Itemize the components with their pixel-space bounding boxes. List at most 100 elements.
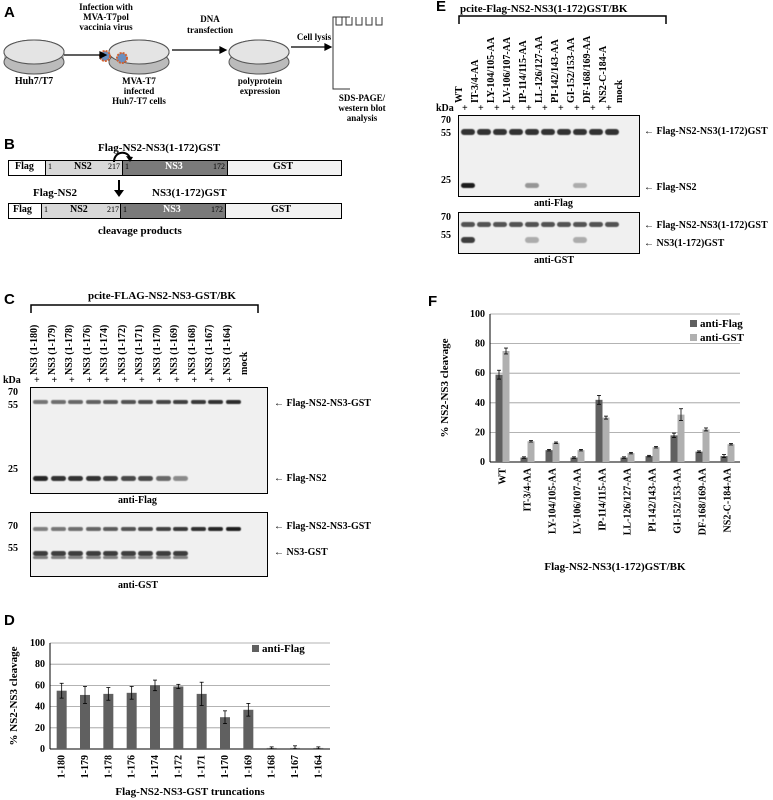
y-tick-label: 20 [35,723,45,734]
c-precursor-band [173,400,188,404]
ns3-label: NS3 [165,161,183,172]
c-precursor-band [120,400,136,404]
c-ns2-band [138,476,153,481]
c-ns3gst-band [173,556,188,559]
bar-anti-Flag [495,374,503,462]
panel-letter-b: B [4,136,15,153]
c-precursor-band [50,400,66,404]
bar-anti-GST [602,417,610,462]
c-ns2-band [50,476,66,481]
c-ns3gst-band [85,551,101,556]
dish-2-label: MVA-T7 infected Huh7-T7 cells [112,76,166,106]
c-ns3gst-band [138,556,153,559]
x-tick-label: 1-167 [290,755,301,778]
bar-anti-Flag [173,686,184,749]
bar-anti-Flag [80,694,90,749]
bar-anti-GST [677,414,685,462]
panel-e-plus-sign: + [462,103,468,114]
p2-ns3: NS3 1 172 [121,204,226,218]
x-axis-label: Flag-NS2-NS3(1-172)GST/BK [544,561,686,573]
bar-anti-GST [627,453,635,462]
c-ns2-band [155,476,171,481]
c-blot1-label-1-text: Flag-NS2-NS3-GST [286,398,371,409]
ns2-start: 1 [48,162,52,171]
e-precursor-band [461,222,475,227]
e-precursor-band [525,129,539,135]
c-ns3gst-band [155,556,171,559]
c-blot1-label-1: ← Flag-NS2-NS3-GST [274,398,371,409]
c-ns3gst-band [120,551,136,556]
panel-c-plus-sign: + [121,375,128,386]
bar-anti-Flag [220,717,230,749]
c-blot2-label-2: ← NS3-GST [274,547,328,558]
x-tick-label: DF-168/169-AA [698,467,709,535]
c-precursor-band [190,527,206,531]
c-precursor-band [190,400,206,404]
cleavage-arrow-icon [113,151,133,163]
y-axis-label: % NS2-NS3 cleavage [439,338,451,437]
gel-wells [335,17,383,26]
c-ns3gst-band [120,556,136,559]
c-precursor-band [68,527,83,531]
y-tick-label: 40 [35,702,45,713]
x-tick-label: 1-176 [127,755,138,778]
dish-3 [228,39,290,75]
bar-anti-Flag [570,457,578,462]
c-precursor-band [138,400,153,404]
e-precursor-band [541,129,555,135]
panel-e-blot-2 [458,212,640,254]
panel-e-lane-label: mock [614,79,625,103]
y-tick-label: 40 [475,398,485,409]
gel-icon [332,16,350,90]
c-precursor-band [120,527,136,531]
c-precursor-band [103,527,118,531]
e-ns3gst-band [461,237,475,243]
c-precursor-band [138,527,153,531]
x-tick-label: 1-170 [220,755,231,778]
ns2-label: NS2 [74,161,92,172]
panel-c-lane-label: NS3 (1-170) [151,324,163,375]
c-ns3gst-band [103,551,118,556]
p2-ns3-end: 172 [211,205,223,214]
e-precursor-band [589,222,603,227]
c-blot2-marker-70: 70 [8,521,18,532]
panel-letter-c: C [4,291,15,308]
y-tick-label: 60 [35,680,45,691]
panel-c-bracket [30,304,259,313]
c-blot2-label-2-text: NS3-GST [286,547,328,558]
flag-label: Flag [15,161,34,172]
panel-e-bracket [458,15,667,24]
panel-letter-e: E [436,0,447,15]
c-ns3gst-band [85,556,101,559]
panel-e-plus-sign: + [542,103,548,114]
p1-ns2-end: 217 [107,205,119,214]
c-precursor-band [225,400,241,404]
step-infection-label: Infection with MVA-T7pol vaccinia virus [79,2,133,32]
panel-c-header: pcite-FLAG-NS2-NS3-GST/BK [88,290,236,302]
dish-1-label: Huh7/T7 [14,76,54,87]
bar-anti-Flag [545,450,553,462]
dish-1 [3,39,65,75]
e-precursor-band [461,129,475,135]
p1-ns2-label: NS2 [70,204,88,215]
p1-ns2: NS2 1 217 [42,204,121,218]
bar-anti-Flag [126,692,137,749]
panel-a-schematic [3,16,350,90]
c-precursor-band [103,400,118,404]
e-blot2-antibody: anti-GST [534,255,575,266]
c-blot1-label-2: ← Flag-NS2 [274,473,327,484]
e-ns2-band [461,183,475,188]
y-tick-label: 100 [470,309,485,320]
y-tick-label: 0 [40,744,45,755]
legend-swatch [252,645,259,652]
x-tick-label: IT-3/4-AA [523,467,534,511]
gst-domain: GST [228,161,341,175]
x-tick-label: 1-180 [57,755,68,778]
construct-title: Flag-NS2-NS3(1-172)GST [98,142,221,154]
panel-c-lane-label: NS3 (1-179) [46,324,58,375]
panel-c-plus-sign: + [209,375,215,386]
x-tick-label: 1-169 [243,755,254,778]
bar-anti-Flag [645,456,653,462]
panel-c-plus-sign: + [139,375,145,386]
bar-anti-GST [702,429,710,462]
